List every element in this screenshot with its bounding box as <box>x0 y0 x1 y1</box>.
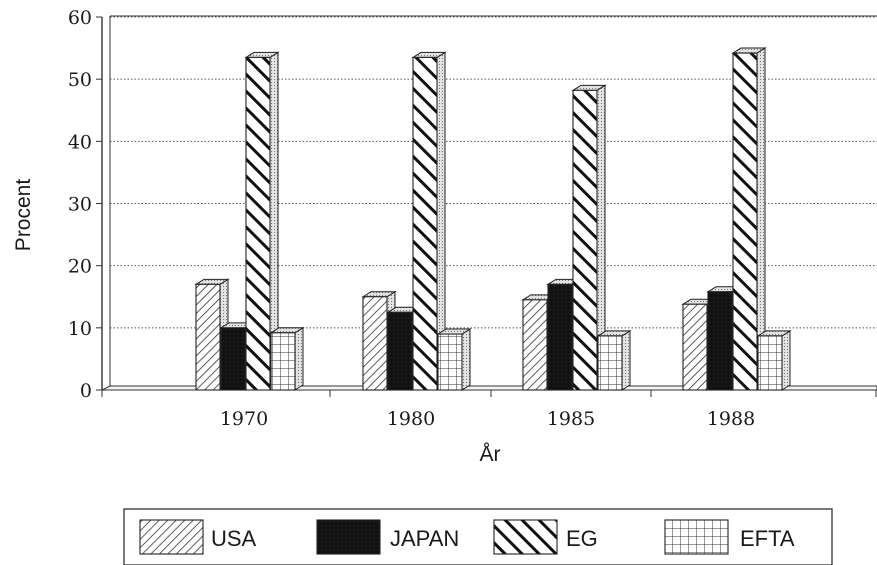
legend-swatch-japan <box>316 519 381 555</box>
x-tick-label-1985: 1985 <box>547 408 595 430</box>
x-tick-label-1980: 1980 <box>387 408 435 430</box>
y-tick-label: 0 <box>80 380 92 402</box>
legend: USA JAPAN EG EFTA <box>123 508 833 565</box>
bar-efta-1970 <box>270 332 296 391</box>
bar-eg-1988 <box>732 52 758 391</box>
legend-swatch-eg <box>493 519 558 555</box>
y-tick-label: 40 <box>68 131 92 153</box>
bar-eg-1980 <box>412 56 438 391</box>
legend-label-efta: EFTA <box>740 526 795 551</box>
y-axis-ticks: 0 10 20 30 40 50 60 <box>68 7 102 402</box>
legend-label-japan: JAPAN <box>390 526 459 551</box>
y-tick-label: 60 <box>68 7 92 29</box>
bar-efta-1980 <box>437 333 463 391</box>
bar-side-efta-1970 <box>294 326 304 391</box>
y-tick-label: 30 <box>68 194 92 216</box>
bar-side-efta-1988 <box>781 330 791 391</box>
y-axis-label: Procent <box>12 179 35 252</box>
bar-side-efta-1980 <box>461 328 471 391</box>
bars <box>194 47 792 391</box>
legend-label-usa: USA <box>211 526 257 551</box>
bar-efta-1985 <box>597 335 623 391</box>
x-axis-label: År <box>480 443 501 466</box>
bar-japan-1985 <box>547 283 573 391</box>
legend-label-eg: EG <box>566 526 598 551</box>
bar-side-efta-1985 <box>621 330 631 391</box>
bar-japan-1970 <box>220 327 246 391</box>
bar-efta-1988 <box>757 335 783 391</box>
bar-usa-1980 <box>362 296 388 391</box>
x-tick-label-1970: 1970 <box>220 408 268 430</box>
bar-usa-1985 <box>522 299 548 391</box>
bar-japan-1988 <box>707 291 733 391</box>
y-tick-label: 50 <box>68 69 92 91</box>
legend-swatch-usa <box>139 519 204 555</box>
bar-usa-1970 <box>195 283 221 391</box>
x-axis-ticks: 1970 1980 1985 1988 <box>101 390 877 430</box>
legend-swatch-efta <box>664 519 729 555</box>
x-tick-label-1988: 1988 <box>707 408 755 430</box>
bar-eg-1970 <box>245 56 271 391</box>
y-tick-label: 10 <box>68 318 92 340</box>
bar-usa-1988 <box>682 303 708 391</box>
y-tick-label: 20 <box>68 256 92 278</box>
bar-eg-1985 <box>572 89 598 391</box>
bar-japan-1980 <box>387 311 413 391</box>
